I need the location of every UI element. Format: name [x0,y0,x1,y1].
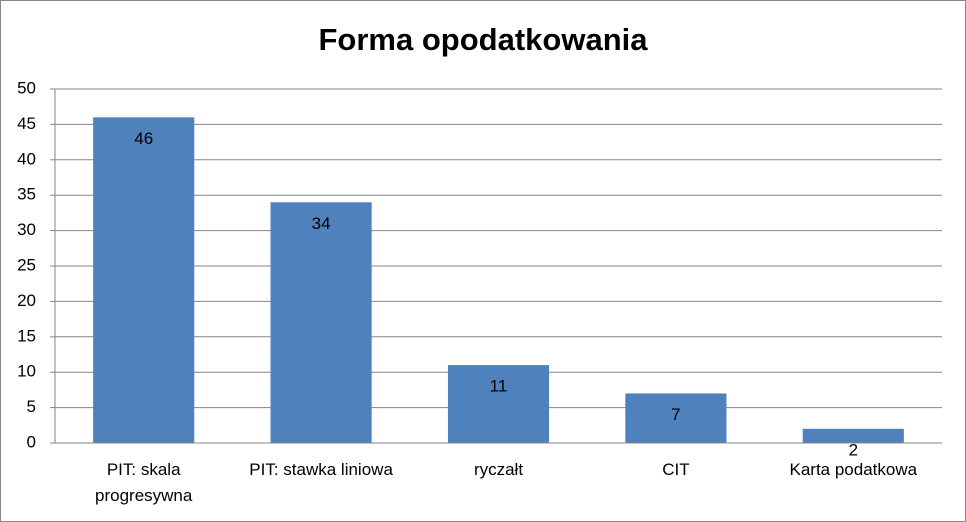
y-tick-label: 15 [17,326,36,345]
y-tick-label: 10 [17,362,36,381]
bar [93,117,195,443]
bar [802,428,904,443]
data-label: 2 [849,440,858,459]
y-tick-label: 30 [17,220,36,239]
y-tick-label: 50 [17,78,36,97]
y-tick-label: 45 [17,114,36,133]
data-label: 34 [312,214,331,233]
bar [447,365,550,443]
data-label: 46 [134,129,153,148]
y-tick-label: 20 [17,291,36,310]
y-tick-label: 5 [27,397,36,416]
x-tick-label: CIT [662,460,690,479]
chart-title: Forma opodatkowania [319,22,649,57]
x-tick-label: ryczałt [473,460,524,479]
x-tick-label: PIT: stawka liniowa [249,460,393,479]
x-tick-label: PIT: skala progresywna [95,460,193,505]
bar [270,202,372,443]
data-label: 7 [671,405,680,424]
data-label: 11 [490,377,508,396]
y-tick-label: 0 [27,432,36,451]
y-tick-label: 25 [17,255,36,274]
y-tick-label: 40 [17,149,36,168]
y-tick-label: 35 [17,185,36,204]
bar [625,393,727,443]
x-tick-label: Karta podatkowa [789,460,918,479]
